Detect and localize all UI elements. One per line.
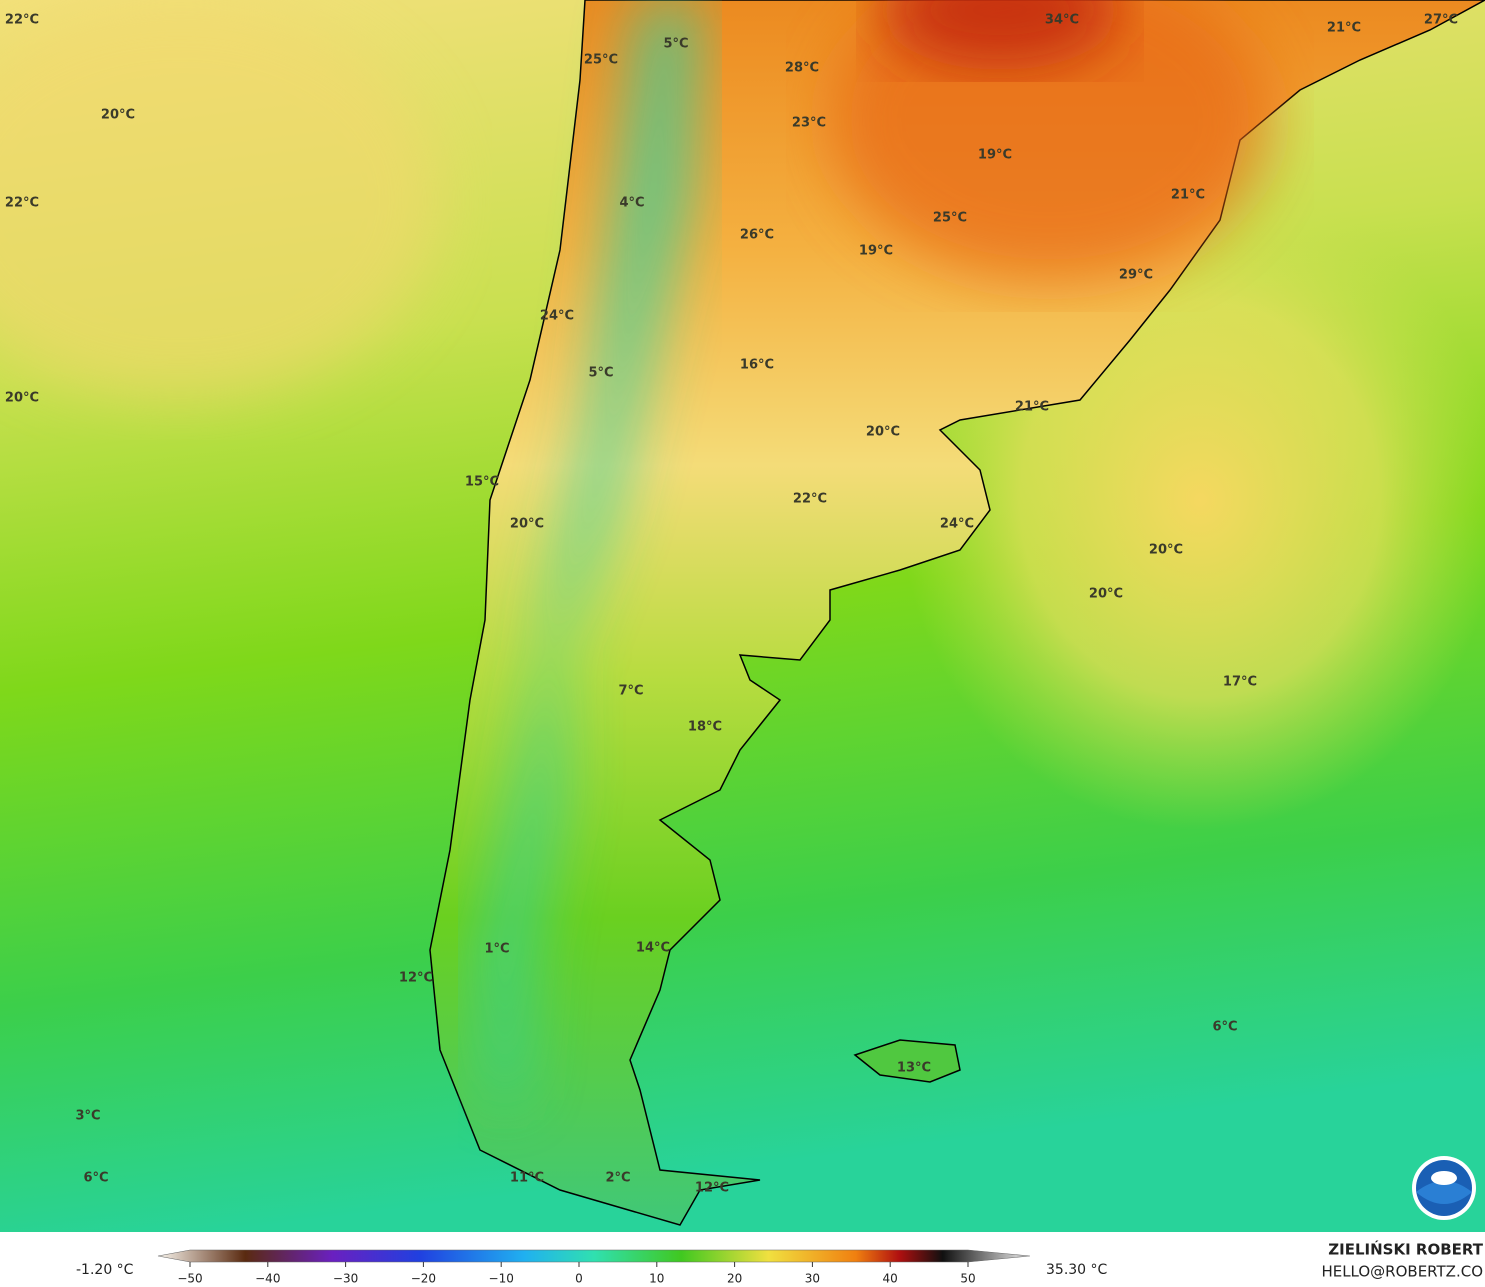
temperature-label: 28°C xyxy=(785,61,819,76)
temperature-label: 13°C xyxy=(897,1061,931,1076)
temperature-label: 4°C xyxy=(619,196,644,211)
temperature-label: 15°C xyxy=(465,475,499,490)
noaa-logo xyxy=(1412,1156,1476,1220)
temperature-label: 11°C xyxy=(510,1171,544,1186)
temperature-label: 22°C xyxy=(5,13,39,28)
temperature-label: 19°C xyxy=(859,244,893,259)
map: 22°C 20°C 22°C 20°C 25°C 5°C 28°C 23°C 34°C 21°C 2… xyxy=(0,0,1485,1232)
temperature-label: 29°C xyxy=(1119,268,1153,283)
tick-label: 40 xyxy=(883,1272,898,1286)
temperature-label: 19°C xyxy=(978,148,1012,163)
temperature-label: 18°C xyxy=(688,720,722,735)
tick-label: −20 xyxy=(411,1272,436,1286)
temperature-label: 20°C xyxy=(1089,587,1123,602)
temperature-label: 12°C xyxy=(399,971,433,986)
colorbar: -1.20 °C 35.30 °C −50 −40 −30 −20 −10 0 10 20 30… xyxy=(76,1249,1108,1286)
tick-label: −50 xyxy=(177,1272,202,1286)
temperature-label: 20°C xyxy=(866,425,900,440)
max-label: 35.30 °C xyxy=(1046,1262,1108,1278)
author: ZIELIŃSKI ROBERT xyxy=(1328,1240,1483,1259)
temperature-label: 5°C xyxy=(663,37,688,52)
temperature-label: 20°C xyxy=(101,108,135,123)
tick-label: −30 xyxy=(333,1272,358,1286)
temperature-label: 3°C xyxy=(75,1109,100,1124)
colorbar-scale xyxy=(157,1249,1031,1263)
temperature-label: 23°C xyxy=(792,116,826,131)
temperature-label: 16°C xyxy=(740,358,774,373)
min-label: -1.20 °C xyxy=(76,1262,134,1278)
temperature-label: 1°C xyxy=(484,942,509,957)
temperature-label: 7°C xyxy=(618,684,643,699)
email: HELLO@ROBERTZ.CO xyxy=(1321,1263,1483,1281)
temperature-label: 21°C xyxy=(1015,400,1049,415)
tick-label: 0 xyxy=(575,1272,583,1286)
temperature-label: 27°C xyxy=(1424,13,1458,28)
hot-area xyxy=(880,0,1120,70)
warm-ocean xyxy=(0,0,440,400)
tick-label: 50 xyxy=(960,1272,975,1286)
temperature-label: 20°C xyxy=(1149,543,1183,558)
temperature-label: 22°C xyxy=(793,492,827,507)
tick-label: −10 xyxy=(489,1272,514,1286)
temperature-label: 14°C xyxy=(636,941,670,956)
temperature-label: 34°C xyxy=(1045,13,1079,28)
temperature-label: 5°C xyxy=(588,366,613,381)
temperature-label: 6°C xyxy=(83,1171,108,1186)
andes xyxy=(480,0,700,1100)
temperature-label: 17°C xyxy=(1223,675,1257,690)
temperature-label: 25°C xyxy=(933,211,967,226)
temperature-label: 24°C xyxy=(540,309,574,324)
tick-label: 20 xyxy=(727,1272,742,1286)
tick-label: −40 xyxy=(255,1272,280,1286)
hot-area xyxy=(830,0,1270,280)
tick-label: 30 xyxy=(805,1272,820,1286)
temperature-label: 25°C xyxy=(584,53,618,68)
temperature-label: 6°C xyxy=(1212,1020,1237,1035)
temperature-label: 2°C xyxy=(605,1171,630,1186)
land xyxy=(429,0,1485,1226)
temperature-label: 12°C xyxy=(695,1181,729,1196)
falklands xyxy=(853,1039,961,1083)
temperature-label: 21°C xyxy=(1327,21,1361,36)
temperature-label: 20°C xyxy=(510,517,544,532)
temperature-label: 20°C xyxy=(5,391,39,406)
temperature-label: 26°C xyxy=(740,228,774,243)
tick-label: 10 xyxy=(649,1272,664,1286)
labels: 22°C 20°C 22°C 20°C 25°C 5°C 28°C 23°C 34°C 21°C 2… xyxy=(5,13,1458,1196)
temperature-label: 21°C xyxy=(1171,188,1205,203)
temperature-label: 24°C xyxy=(940,517,974,532)
temperature-label: 22°C xyxy=(5,196,39,211)
